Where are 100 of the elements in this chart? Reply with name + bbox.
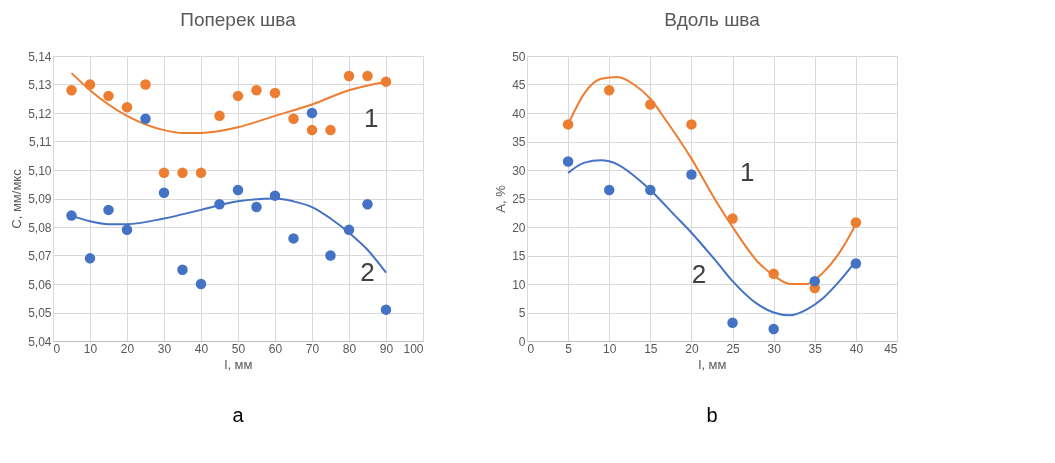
x-tick-label: 5 bbox=[565, 341, 573, 356]
y-tick-label: 40 bbox=[512, 106, 526, 121]
x-tick-label: 20 bbox=[685, 341, 699, 356]
point bbox=[214, 198, 225, 210]
point bbox=[686, 169, 697, 180]
point bbox=[288, 233, 299, 244]
point bbox=[562, 119, 574, 130]
x-axis-title: l, мм bbox=[698, 356, 727, 372]
point bbox=[103, 90, 114, 102]
point bbox=[343, 70, 355, 82]
point bbox=[809, 275, 821, 287]
y-tick-label: 5,05 bbox=[28, 306, 52, 320]
y-tick-label: 5,12 bbox=[28, 106, 52, 121]
point bbox=[325, 250, 336, 261]
point bbox=[850, 258, 862, 269]
x-tick-label: 10 bbox=[83, 341, 98, 356]
y-axis-title: C, мм/мкс bbox=[9, 168, 25, 229]
point bbox=[232, 184, 244, 196]
point bbox=[325, 124, 336, 136]
point bbox=[140, 113, 151, 124]
x-tick-label: 90 bbox=[379, 341, 394, 356]
point bbox=[727, 317, 738, 328]
y-tick-label: 5,13 bbox=[28, 78, 52, 92]
point bbox=[269, 190, 281, 201]
y-tick-label: 20 bbox=[512, 220, 526, 235]
y-tick-label: 5 bbox=[518, 306, 526, 320]
y-tick-label: 5,10 bbox=[28, 163, 52, 178]
point bbox=[768, 323, 779, 335]
y-tick-label: 25 bbox=[512, 192, 526, 206]
y-tick-label: 10 bbox=[512, 277, 526, 292]
point bbox=[195, 278, 207, 290]
y-tick-label: 5,14 bbox=[28, 49, 52, 64]
chart-title: Поперек шва bbox=[180, 9, 297, 30]
y-tick-label: 50 bbox=[512, 49, 526, 64]
x-tick-label: 60 bbox=[268, 341, 283, 356]
point bbox=[140, 79, 151, 90]
point bbox=[362, 70, 373, 82]
point bbox=[269, 87, 281, 99]
point bbox=[603, 84, 615, 96]
point bbox=[850, 217, 862, 228]
y-tick-label: 5,09 bbox=[28, 192, 52, 206]
point bbox=[232, 90, 244, 102]
x-tick-label: 35 bbox=[808, 341, 823, 356]
point bbox=[645, 99, 656, 110]
x-tick-label: 30 bbox=[767, 341, 782, 356]
point bbox=[768, 268, 779, 279]
point bbox=[66, 210, 77, 221]
text: b bbox=[706, 404, 718, 426]
point bbox=[214, 110, 225, 122]
x-tick-label: 50 bbox=[231, 341, 246, 356]
point bbox=[380, 76, 392, 87]
text: a bbox=[232, 404, 245, 426]
point bbox=[288, 113, 299, 124]
point bbox=[251, 201, 262, 213]
point bbox=[603, 184, 615, 196]
y-tick-label: 5,04 bbox=[28, 334, 52, 349]
annotation: 1 bbox=[363, 102, 379, 133]
point bbox=[84, 79, 96, 90]
point bbox=[306, 124, 318, 136]
y-tick-label: 45 bbox=[512, 78, 526, 92]
point bbox=[306, 107, 318, 119]
annotation: 2 bbox=[691, 259, 707, 290]
point bbox=[121, 224, 133, 236]
point bbox=[645, 184, 656, 196]
point bbox=[362, 198, 373, 210]
x-tick-label: 15 bbox=[644, 341, 658, 356]
point bbox=[177, 264, 188, 275]
x-tick-label: 40 bbox=[194, 341, 209, 356]
point bbox=[562, 156, 574, 167]
point bbox=[84, 253, 96, 264]
x-axis-title: l, мм bbox=[224, 356, 253, 372]
x-tick-label: 25 bbox=[726, 341, 741, 356]
x-tick-label: 30 bbox=[157, 341, 172, 356]
x-tick-label: 45 bbox=[884, 341, 898, 356]
y-axis-title: A, % bbox=[493, 184, 509, 213]
annotation: 1 bbox=[739, 156, 755, 187]
y-tick-label: 5,06 bbox=[28, 277, 52, 292]
x-tick-label: 80 bbox=[342, 341, 357, 356]
point bbox=[251, 84, 262, 96]
point bbox=[343, 224, 355, 236]
x-tick-label: 10 bbox=[603, 341, 617, 356]
y-tick-label: 35 bbox=[512, 135, 526, 149]
point bbox=[686, 119, 697, 130]
y-tick-label: 15 bbox=[512, 249, 526, 263]
y-tick-label: 30 bbox=[512, 163, 526, 178]
annotation: 2 bbox=[360, 256, 375, 287]
y-tick-label: 5,11 bbox=[29, 135, 52, 149]
point bbox=[727, 213, 738, 224]
point bbox=[66, 84, 77, 96]
point bbox=[177, 167, 188, 179]
point bbox=[158, 187, 170, 199]
point bbox=[121, 102, 133, 113]
x-tick-label: 40 bbox=[849, 341, 864, 356]
point bbox=[103, 204, 114, 216]
y-tick-label: 5,07 bbox=[28, 249, 52, 263]
y-tick-label: 5,08 bbox=[28, 220, 52, 235]
x-tick-label: 100 bbox=[403, 341, 424, 356]
point bbox=[380, 304, 392, 315]
point bbox=[158, 167, 170, 179]
chart-title: Вдоль шва bbox=[664, 9, 761, 30]
